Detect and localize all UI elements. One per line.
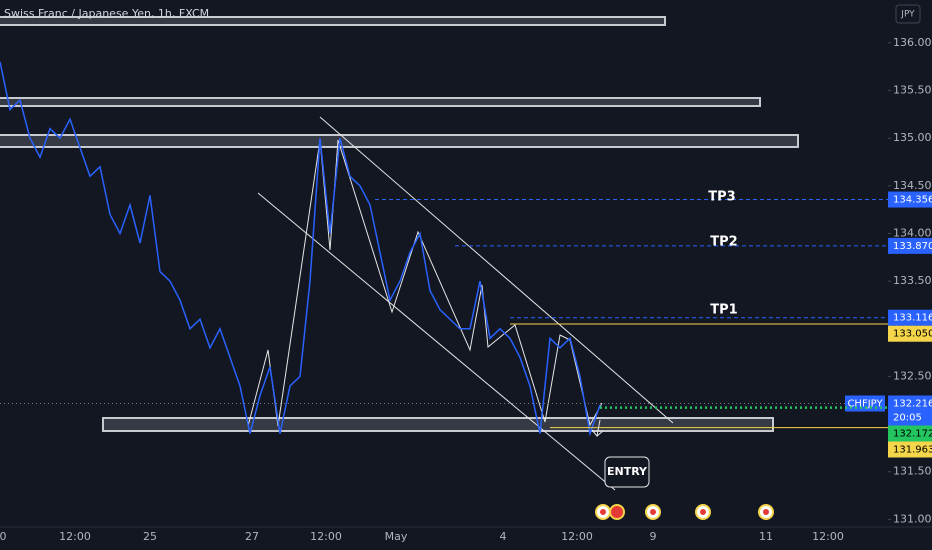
zones bbox=[0, 16, 799, 432]
y-tick-label: 134.500 bbox=[893, 179, 932, 192]
y-tick-label: 132.500 bbox=[893, 369, 932, 382]
y-tick-label: 133.500 bbox=[893, 274, 932, 287]
currency-button[interactable] bbox=[895, 4, 921, 24]
price-tag-label: 132.216 bbox=[893, 398, 932, 409]
price-tag bbox=[888, 191, 932, 208]
price-tag bbox=[888, 395, 932, 426]
x-tick-label: 12:00 bbox=[59, 530, 91, 543]
annotation: ENTRY bbox=[607, 465, 648, 478]
entry-arrow bbox=[591, 419, 604, 438]
x-tick-label: 25 bbox=[143, 530, 157, 543]
events bbox=[595, 504, 774, 520]
annotation: TP1 bbox=[710, 303, 737, 318]
price-tag bbox=[888, 237, 932, 254]
price-tag bbox=[888, 325, 932, 342]
y-tick-label: 136.000 bbox=[893, 36, 932, 49]
price-axis bbox=[888, 0, 932, 550]
x-tick-label: 11 bbox=[759, 530, 773, 543]
y-tick-label: 135.000 bbox=[893, 131, 932, 144]
price-tag-label: 131.963 bbox=[893, 444, 932, 455]
countdown: 20:05 bbox=[893, 412, 922, 423]
price-tag bbox=[888, 425, 932, 442]
wave-line bbox=[247, 139, 603, 427]
x-tick-label: 0 bbox=[0, 530, 7, 543]
y-tick-label: 134.000 bbox=[893, 226, 932, 239]
x-tick-label: 12:00 bbox=[310, 530, 342, 543]
symbol: CHFJPY bbox=[847, 398, 883, 409]
trend-lines bbox=[247, 116, 674, 491]
x-tick-label: 9 bbox=[650, 530, 657, 543]
zone bbox=[0, 16, 666, 26]
price-tag-label: 133.050 bbox=[893, 329, 932, 340]
y-tick-label: 131.500 bbox=[893, 465, 932, 478]
annotation: TP2 bbox=[710, 235, 737, 250]
currency[interactable]: JPY bbox=[900, 10, 915, 20]
price-tag-label: 133.870 bbox=[893, 241, 932, 252]
y-tick-label: 135.500 bbox=[893, 84, 932, 97]
entry-box bbox=[604, 456, 650, 488]
channel-line bbox=[319, 116, 674, 424]
x-tick-label: 12:00 bbox=[812, 530, 844, 543]
zone bbox=[0, 134, 799, 148]
price-tag-label: 133.116 bbox=[893, 313, 932, 324]
annotation: TP3 bbox=[708, 190, 735, 205]
price-tag-label: 132.172 bbox=[893, 428, 932, 439]
zone bbox=[102, 417, 774, 432]
price-tag bbox=[888, 441, 932, 458]
channel-line bbox=[257, 192, 616, 491]
x-tick-label: 4 bbox=[500, 530, 507, 543]
x-tick-label: 27 bbox=[245, 530, 259, 543]
price-tag bbox=[888, 309, 932, 326]
price-line bbox=[0, 61, 601, 437]
price-tag-label: 134.356 bbox=[893, 195, 932, 206]
x-tick-label: 12:00 bbox=[561, 530, 593, 543]
y-tick-label: 131.000 bbox=[893, 512, 932, 525]
chart-title: Swiss Franc / Japanese Yen, 1h, FXCM bbox=[4, 7, 209, 20]
x-tick-label: May bbox=[385, 530, 408, 543]
zone bbox=[0, 97, 761, 107]
